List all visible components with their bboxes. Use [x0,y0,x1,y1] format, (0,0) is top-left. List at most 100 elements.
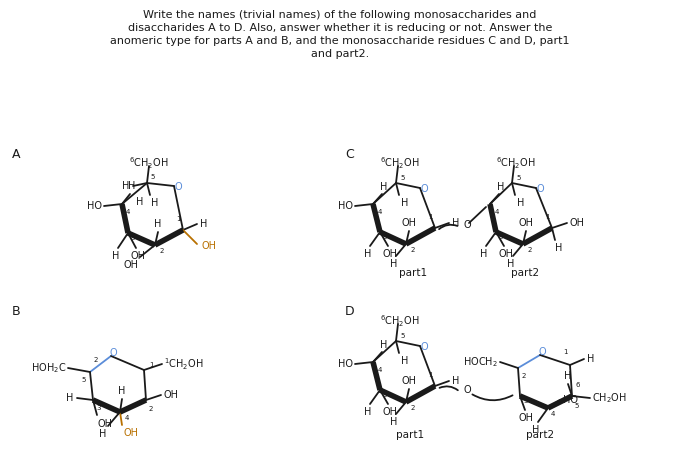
Text: H: H [480,249,488,259]
Text: H: H [99,429,106,439]
Text: and part2.: and part2. [311,49,369,59]
Text: OH: OH [401,218,416,228]
Text: H: H [122,181,129,191]
Text: H: H [532,425,540,435]
Text: H: H [364,249,372,259]
Text: O: O [463,385,471,395]
Text: 3: 3 [382,234,386,240]
Text: 2: 2 [94,357,99,363]
Text: O: O [109,348,117,358]
Text: 2: 2 [528,247,532,253]
Text: 1: 1 [149,362,154,368]
Text: 1: 1 [545,214,549,220]
Text: anomeric type for parts A and B, and the monosaccharide residues C and D, part1: anomeric type for parts A and B, and the… [110,36,570,46]
Text: H: H [118,386,126,396]
Text: H: H [390,417,398,427]
Text: HO: HO [87,201,102,211]
Text: OH: OH [201,241,216,251]
Text: 3: 3 [498,234,503,240]
Text: HO: HO [338,359,353,369]
Text: HO: HO [563,395,578,405]
Text: 3: 3 [382,392,386,398]
Text: 5: 5 [516,175,520,181]
Text: HO: HO [338,201,353,211]
Text: H: H [129,181,136,191]
Text: O: O [538,347,546,357]
Text: H: H [587,354,594,364]
Text: H: H [452,218,460,228]
Text: H: H [151,198,158,208]
Text: H: H [136,197,143,207]
Text: H: H [555,243,562,253]
Text: HOH$_2$C: HOH$_2$C [31,361,66,375]
Text: OH: OH [498,249,513,259]
Text: H: H [380,182,388,192]
Text: 3: 3 [523,398,528,404]
Text: OH: OH [123,428,138,438]
Text: 2: 2 [411,405,415,411]
Text: H: H [364,407,372,417]
Text: OH: OH [570,218,585,228]
Text: 1: 1 [428,214,432,220]
Text: $^6$CH$_2$OH: $^6$CH$_2$OH [496,155,536,171]
Text: C: C [345,148,354,161]
Text: H: H [401,198,409,208]
Text: H: H [112,251,120,261]
Text: H: H [401,356,409,366]
Text: OH: OH [382,407,398,417]
Text: OH: OH [131,251,146,261]
Text: OH: OH [518,218,534,228]
Text: $^6$CH$_2$OH: $^6$CH$_2$OH [129,155,169,171]
Text: OH: OH [401,376,416,386]
Text: O: O [537,184,544,194]
Text: H: H [200,219,207,229]
Text: $^1$CH$_2$OH: $^1$CH$_2$OH [164,356,204,372]
Text: H: H [452,376,460,386]
Text: disaccharides A to D. Also, answer whether it is reducing or not. Answer the: disaccharides A to D. Also, answer wheth… [128,23,552,33]
Text: O: O [420,184,428,194]
Text: H: H [507,259,515,269]
Text: part2: part2 [526,430,554,440]
Text: 4: 4 [126,209,131,215]
Text: 6: 6 [575,382,579,388]
Text: 5: 5 [574,403,579,409]
Text: D: D [345,305,355,318]
Text: 5: 5 [400,333,405,339]
Text: OH: OH [124,260,139,270]
Text: 3: 3 [130,235,135,241]
Text: OH: OH [164,390,179,400]
Text: OH: OH [98,419,113,429]
Text: Write the names (trivial names) of the following monosaccharides and: Write the names (trivial names) of the f… [143,10,537,20]
Text: H: H [517,198,524,208]
Text: HOCH$_2$: HOCH$_2$ [463,355,498,369]
Text: CH$_2$OH: CH$_2$OH [592,391,627,405]
Text: 3: 3 [96,405,101,411]
Text: 2: 2 [411,247,415,253]
Text: 5: 5 [400,175,405,181]
Text: 2: 2 [160,248,165,254]
Text: part1: part1 [399,268,427,278]
Text: O: O [420,342,428,352]
Text: 1: 1 [563,349,567,355]
Text: 5: 5 [150,174,154,180]
Text: 4: 4 [378,367,382,373]
Text: 1: 1 [175,216,180,222]
Text: 4: 4 [551,411,556,417]
Text: 2: 2 [522,373,526,379]
Text: OH: OH [518,413,534,423]
Text: OH: OH [382,249,398,259]
Text: part2: part2 [511,268,539,278]
Text: $^6$CH$_2$OH: $^6$CH$_2$OH [380,313,420,329]
Text: 2: 2 [149,406,154,412]
Text: A: A [12,148,20,161]
Text: 1: 1 [428,372,432,378]
Text: O: O [174,182,182,192]
Text: H: H [497,182,505,192]
Text: H: H [154,219,162,229]
Text: B: B [12,305,20,318]
Text: O: O [463,220,471,230]
Text: H: H [564,371,572,381]
Text: H: H [390,259,398,269]
Text: H: H [66,393,73,403]
Text: part1: part1 [396,430,424,440]
